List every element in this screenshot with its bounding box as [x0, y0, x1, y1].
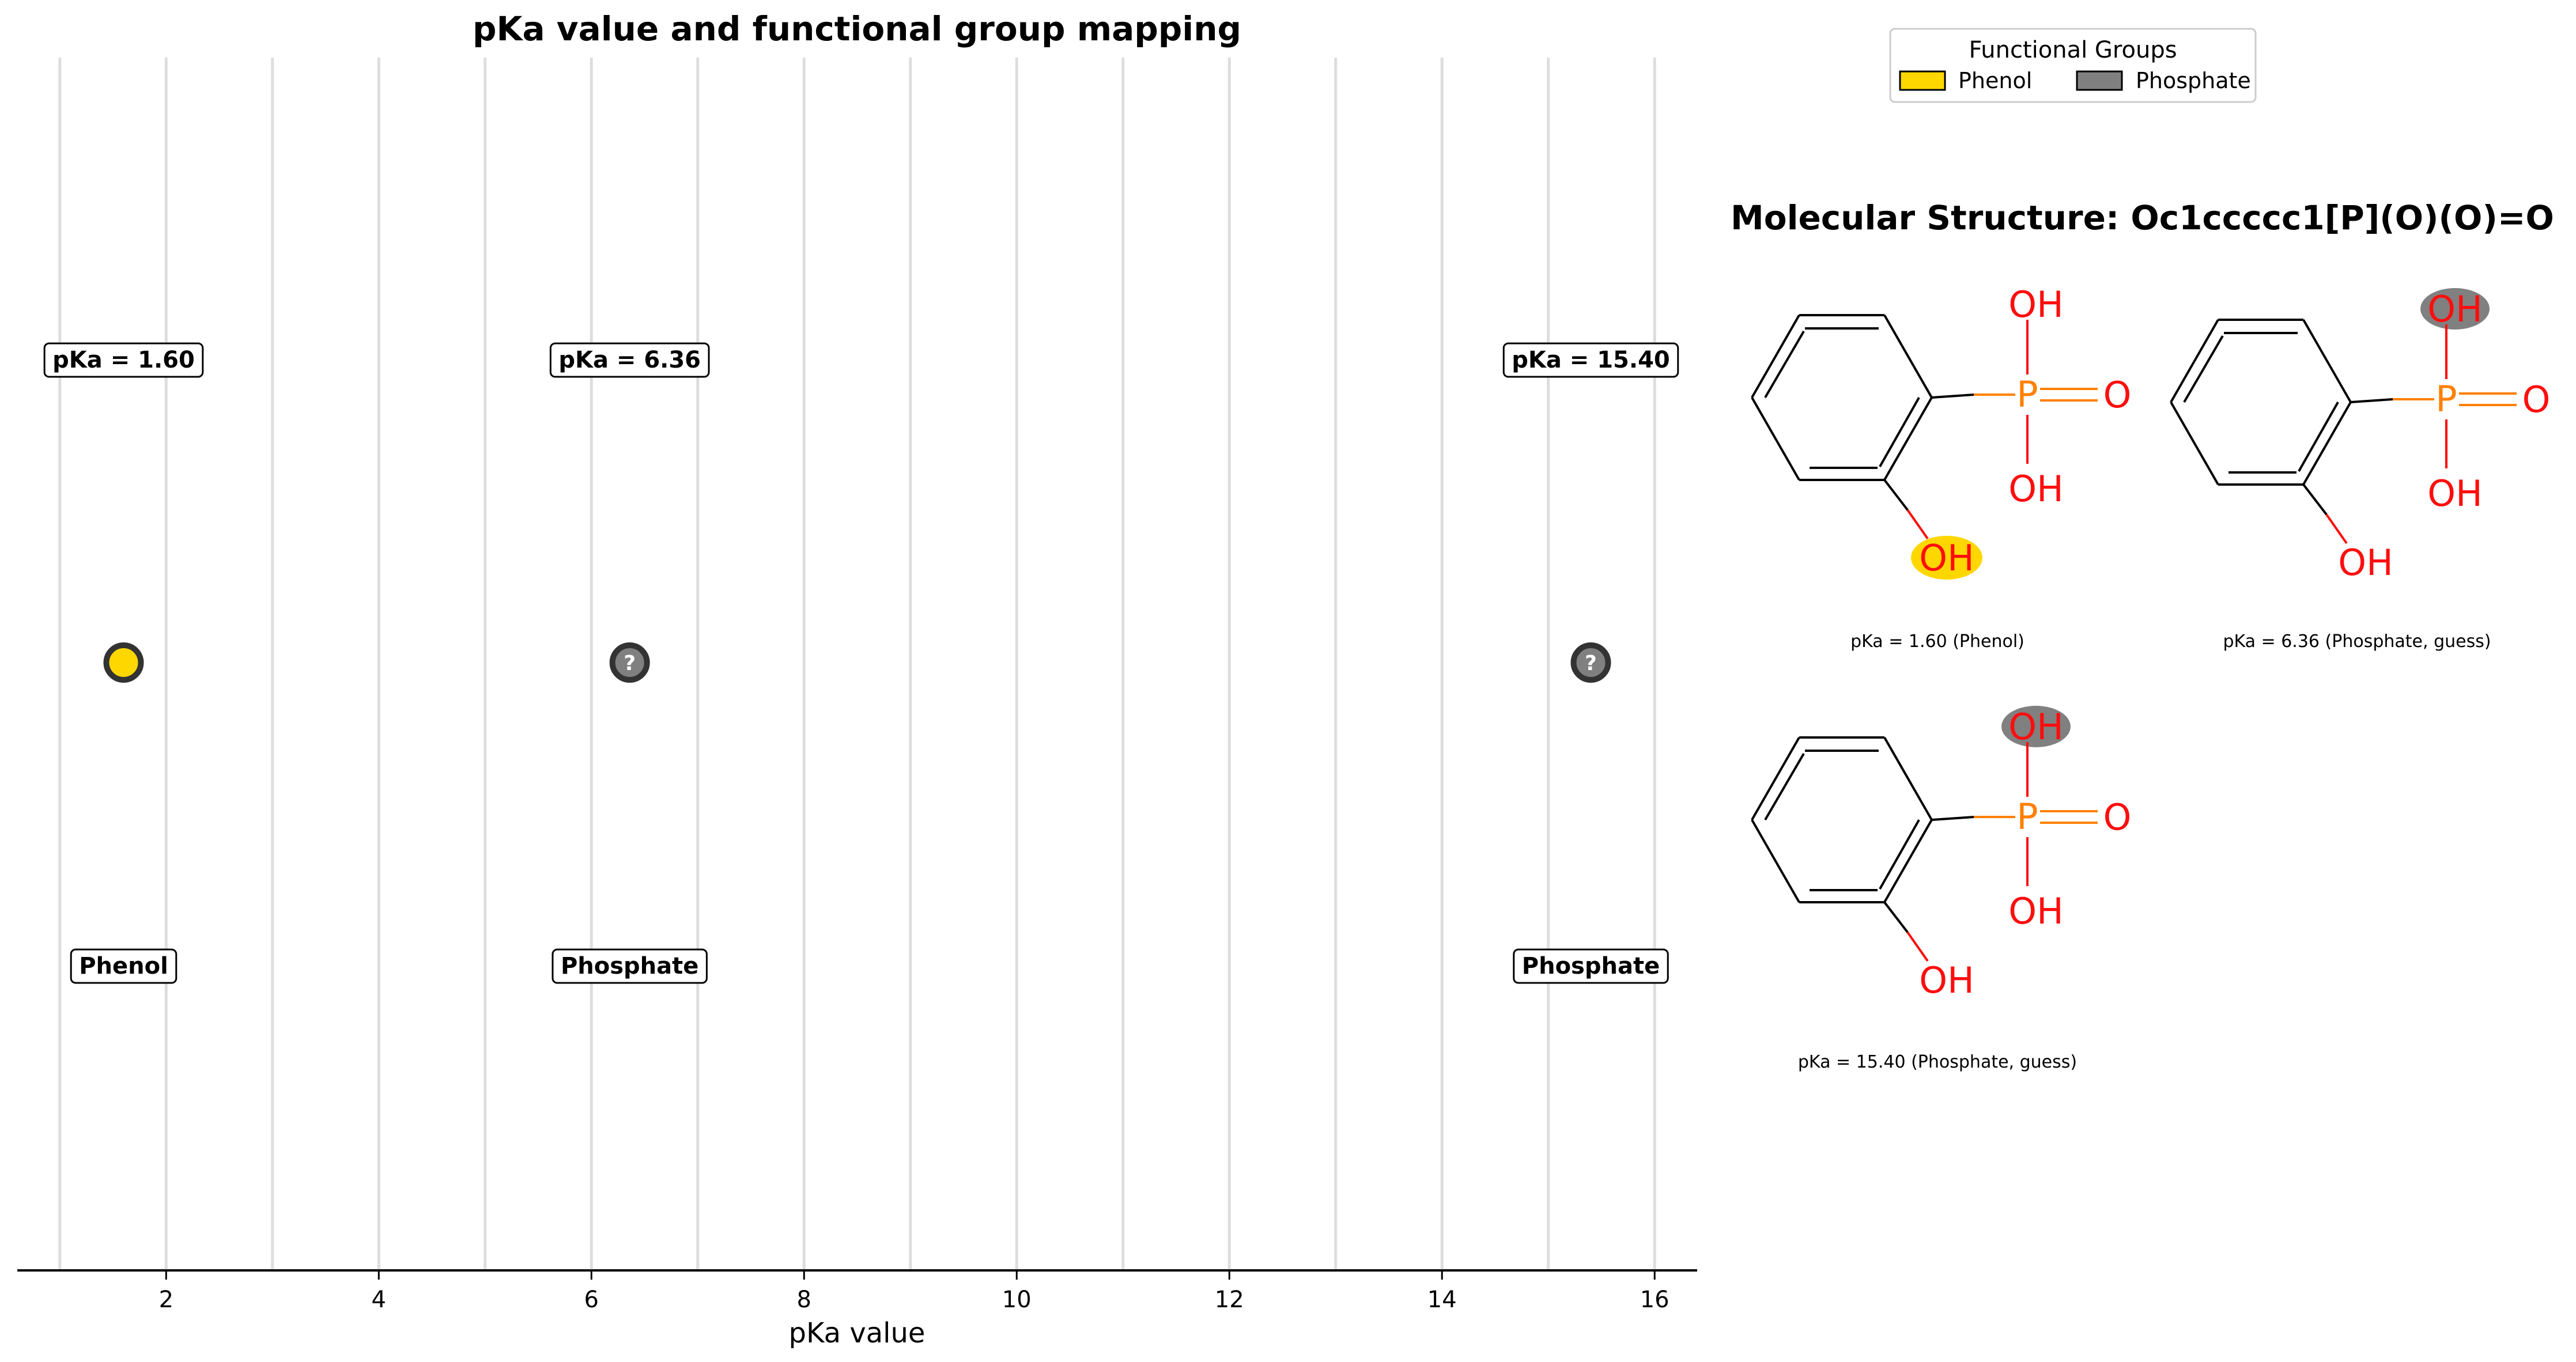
phosphate-oh-label: OH	[2427, 288, 2482, 330]
phosphate-oh-label: OH	[2008, 283, 2063, 326]
pka-value-label: pKa = 6.36	[549, 342, 710, 378]
x-tick-label: 14	[1427, 1287, 1457, 1313]
molecule-3-caption: pKa = 15.40 (Phosphate, guess)	[1798, 1052, 2077, 1072]
c-o-bond	[1883, 479, 1909, 511]
ring-double-bond	[2298, 402, 2339, 472]
legend-swatch-phosphate	[2076, 70, 2123, 91]
group-label-box	[70, 948, 177, 984]
data-point-marker	[1570, 642, 1611, 683]
highlight-ellipse	[2420, 288, 2490, 330]
phosphorus-atom-label: P	[2435, 378, 2457, 420]
x-tick-label: 8	[797, 1287, 811, 1313]
x-tick-label: 4	[372, 1287, 386, 1313]
ring-bond	[1883, 315, 1933, 398]
phosphorus-atom-label: P	[2016, 373, 2038, 415]
plot-area: 2 4 6 8 10 12 14 16 pKa = 1.60 Phenol? pKa = 6.36…	[17, 58, 1697, 1313]
phosphate-oh-label: OH	[2427, 472, 2482, 514]
ring-bond	[1751, 737, 1800, 820]
group-label: Phenol	[70, 948, 177, 984]
pka-value-label-box	[549, 342, 710, 378]
group-label: Phosphate	[1513, 948, 1669, 984]
phenol-oh-label: OH	[1919, 537, 1974, 579]
molecule-2: P O OH OH OH	[2170, 288, 2551, 584]
molecule-grid: P O OH OH OH P O OH OH OH P O OH OH OH pKa = 1.60 (P…	[1751, 283, 2551, 1072]
highlight-ellipse	[2001, 706, 2071, 747]
guess-marker-glyph: ?	[1585, 652, 1597, 675]
data-point-marker	[103, 642, 144, 683]
c-o-bond	[2302, 483, 2328, 516]
c-o-bond	[1906, 509, 1929, 540]
x-tick-label: 12	[1215, 1287, 1244, 1313]
ring-bond	[1883, 737, 1933, 820]
c-o-bond	[2325, 513, 2348, 544]
ring-bond	[1883, 397, 1933, 481]
ring-bond	[1751, 397, 1800, 481]
highlight-ellipse	[1911, 536, 1982, 580]
oxo-oxygen-label: O	[2522, 379, 2551, 421]
c-o-bond	[1906, 931, 1929, 962]
legend-frame	[1889, 28, 2257, 103]
oxo-oxygen-label: O	[2103, 374, 2132, 416]
guess-marker-glyph: ?	[624, 652, 636, 675]
pka-value-label-box	[43, 342, 204, 378]
phosphate-oh-label: OH	[2008, 468, 2063, 510]
phosphate-oh-label: OH	[2008, 706, 2063, 748]
x-tick-label: 16	[1640, 1287, 1670, 1313]
ring-bond	[2302, 402, 2352, 485]
c-o-bond	[1883, 901, 1909, 933]
phenol-oh-label: OH	[1919, 959, 1974, 1001]
x-tick-label: 6	[584, 1287, 599, 1313]
c-p-bond	[1931, 394, 1974, 399]
pka-value-label-text: pKa = 6.36	[558, 347, 701, 373]
ring-double-bond	[1764, 330, 1805, 399]
ring-bond	[2302, 319, 2352, 403]
molecule-1-caption: pKa = 1.60 (Phenol)	[1850, 631, 2024, 652]
x-tick-label: 2	[159, 1287, 173, 1313]
group-label-box	[552, 948, 708, 984]
ring-bond	[1883, 819, 1933, 903]
molecule-3: P O OH OH OH	[1751, 706, 2132, 1001]
legend-label-phenol: Phenol	[1958, 68, 2032, 93]
legend: Functional Groups Phenol Phosphate	[1889, 28, 2257, 103]
group-label-box	[1513, 948, 1669, 984]
x-tick-label: 10	[1002, 1287, 1032, 1313]
phosphate-oh-label: OH	[2008, 890, 2063, 932]
group-label: Phosphate	[552, 948, 708, 984]
pka-value-label-text: pKa = 15.40	[1512, 347, 1670, 373]
pka-value-label: pKa = 1.60	[43, 342, 204, 378]
group-label-text: Phosphate	[1522, 953, 1660, 979]
phosphorus-atom-label: P	[2016, 796, 2038, 838]
ring-double-bond	[1879, 397, 1920, 467]
c-p-bond	[2350, 398, 2393, 403]
group-label-text: Phenol	[79, 953, 168, 979]
group-label-text: Phosphate	[561, 953, 698, 979]
gridlines	[58, 58, 1656, 1270]
ring-double-bond	[1764, 752, 1805, 821]
ring-bond	[2170, 319, 2219, 403]
ring-double-bond	[1879, 819, 1920, 890]
pka-value-label: pKa = 15.40	[1502, 342, 1679, 378]
chart-title: pKa value and functional group mapping	[473, 9, 1241, 48]
x-axis-label: pKa value	[789, 1317, 926, 1349]
ring-bond	[1751, 819, 1800, 903]
data-points: pKa = 1.60 Phenol? pKa = 6.36 Phosphate? pKa…	[43, 342, 1679, 984]
ring-bond	[2170, 402, 2219, 485]
pka-value-label-text: pKa = 1.60	[52, 347, 195, 373]
legend-swatch-phenol	[1899, 70, 1946, 91]
pka-value-label-box	[1502, 342, 1679, 378]
oxo-oxygen-label: O	[2103, 796, 2132, 838]
data-point-marker	[609, 642, 650, 683]
ring-bond	[1751, 315, 1800, 398]
ring-double-bond	[2183, 335, 2224, 403]
structure-panel-title: Molecular Structure: Oc1ccccc1[P](O)(O)=…	[1731, 198, 2554, 237]
x-axis-ticks: 2 4 6 8 10 12 14 16	[159, 1270, 1670, 1313]
molecule-2-caption: pKa = 6.36 (Phosphate, guess)	[2223, 631, 2491, 652]
c-p-bond	[1931, 816, 1974, 821]
phenol-oh-label: OH	[2338, 542, 2393, 584]
molecule-1: P O OH OH OH	[1751, 283, 2132, 580]
legend-title: Functional Groups	[1969, 37, 2177, 63]
legend-label-phosphate: Phosphate	[2136, 68, 2251, 93]
